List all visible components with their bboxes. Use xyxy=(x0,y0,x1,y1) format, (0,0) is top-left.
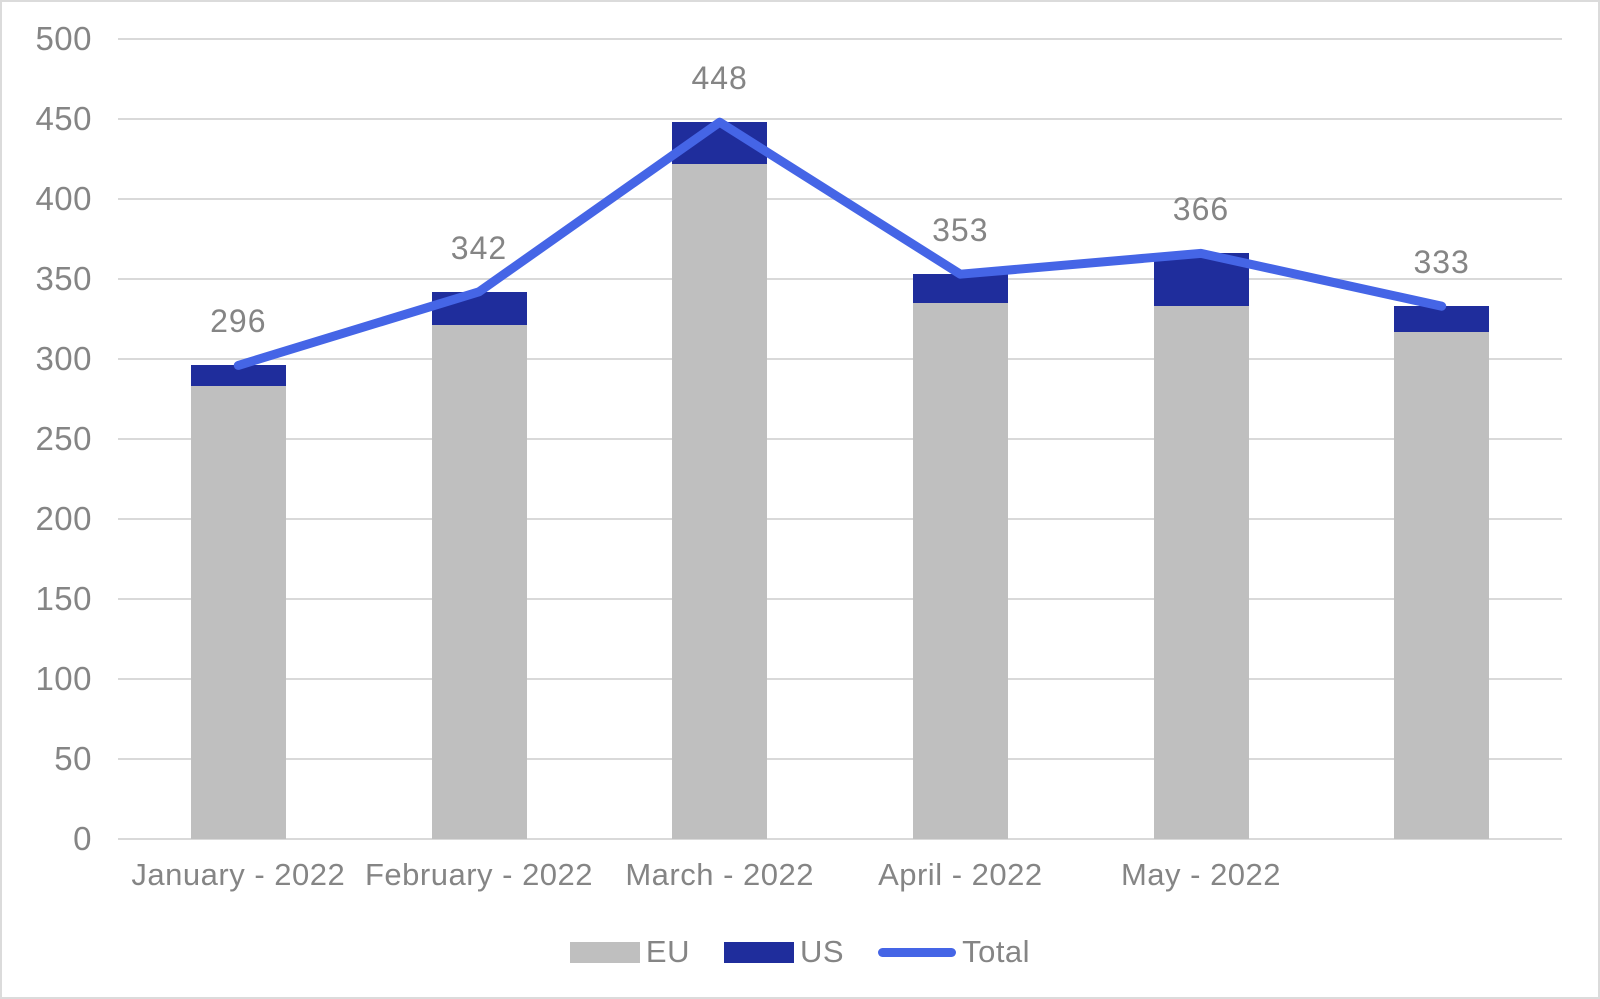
bar-eu-segment xyxy=(1394,331,1490,839)
gridline xyxy=(118,438,1562,440)
us-legend-swatch xyxy=(724,941,794,963)
bar-us-segment xyxy=(912,274,1008,303)
x-tick-label: April - 2022 xyxy=(878,857,1043,892)
bar-us-segment xyxy=(190,365,286,387)
x-tick-label: March - 2022 xyxy=(625,857,814,892)
gridline xyxy=(118,118,1562,120)
eu-legend-label: EU xyxy=(645,934,690,969)
bar-eu-segment xyxy=(672,163,768,839)
total-legend-label: Total xyxy=(962,934,1031,969)
gridline xyxy=(118,838,1562,840)
y-tick-label: 250 xyxy=(35,420,92,457)
x-tick-label: February - 2022 xyxy=(364,857,594,892)
data-label: 353 xyxy=(932,212,989,249)
bar-us-segment xyxy=(672,122,768,164)
legend-item-eu: EU xyxy=(569,934,690,970)
bar-eu-segment xyxy=(1153,306,1249,839)
total-legend-line-swatch xyxy=(878,947,957,957)
gridline xyxy=(118,598,1562,600)
bar-eu-segment xyxy=(431,325,527,839)
data-label: 333 xyxy=(1413,244,1470,281)
bar-eu-segment xyxy=(190,386,286,839)
gridline xyxy=(118,678,1562,680)
y-tick-label: 500 xyxy=(35,20,92,57)
bar-us-segment xyxy=(1394,306,1490,332)
data-label: 448 xyxy=(691,60,748,97)
y-tick-label: 150 xyxy=(35,580,92,617)
legend: EU US Total xyxy=(2,933,1598,971)
y-tick-label: 0 xyxy=(73,820,92,857)
bar-eu-segment xyxy=(912,303,1008,839)
x-tick-label: January - 2022 xyxy=(131,857,346,892)
data-label: 296 xyxy=(210,303,267,340)
y-tick-label: 100 xyxy=(35,660,92,697)
eu-legend-swatch xyxy=(569,941,640,963)
y-tick-label: 300 xyxy=(35,340,92,377)
legend-item-us: US xyxy=(724,934,844,970)
y-tick-label: 50 xyxy=(54,740,92,777)
bar-us-segment xyxy=(1153,253,1249,307)
data-label: 366 xyxy=(1172,191,1230,228)
y-tick-label: 450 xyxy=(35,100,92,137)
y-tick-label: 400 xyxy=(35,180,92,217)
bar-us-segment xyxy=(431,291,527,326)
gridline xyxy=(118,198,1562,200)
legend-item-total: Total xyxy=(878,934,1030,970)
gridline xyxy=(118,38,1562,40)
gridline xyxy=(118,358,1562,360)
gridline xyxy=(118,758,1562,760)
gridline xyxy=(118,518,1562,520)
y-tick-label: 350 xyxy=(35,260,92,297)
data-label: 342 xyxy=(450,229,508,266)
y-tick-label: 200 xyxy=(35,500,92,537)
x-tick-label: May - 2022 xyxy=(1120,857,1282,892)
us-legend-label: US xyxy=(800,934,845,969)
